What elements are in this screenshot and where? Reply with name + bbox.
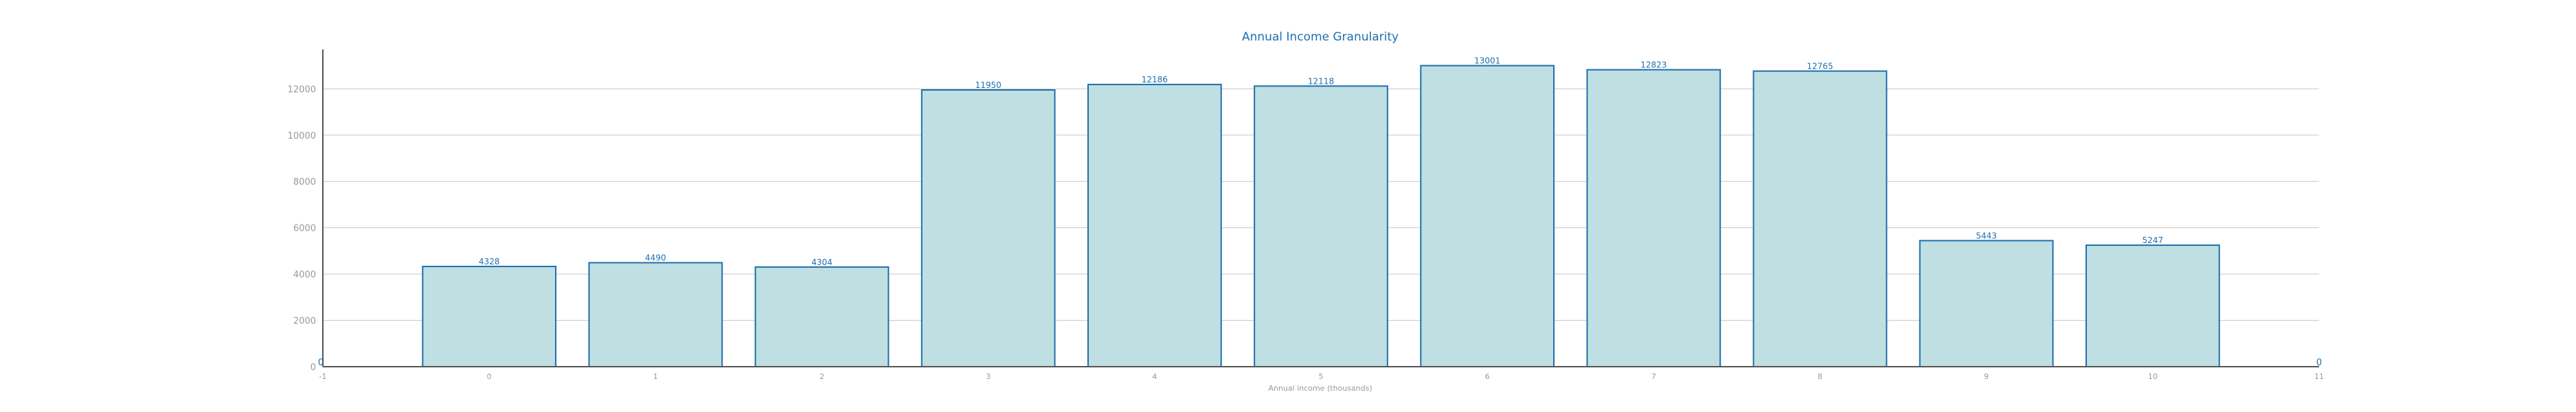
x-tick-2: 2 bbox=[820, 372, 824, 381]
bar-9 bbox=[1919, 240, 2054, 367]
x-tick-0: 0 bbox=[487, 372, 492, 381]
x-tick-9: 9 bbox=[1984, 372, 1989, 381]
y-tick-10000: 10000 bbox=[288, 131, 316, 141]
y-tick-labels: 0 2000 4000 6000 8000 10000 12000 bbox=[288, 84, 316, 373]
y-tick-12000: 12000 bbox=[288, 84, 316, 95]
data-label-5: 12118 bbox=[1308, 76, 1334, 86]
bar-4 bbox=[1087, 84, 1222, 367]
x-tick-4: 4 bbox=[1152, 372, 1157, 381]
bar-3 bbox=[920, 89, 1056, 368]
x-tick-labels: -1 0 1 2 3 4 5 6 7 8 9 10 11 bbox=[319, 372, 2324, 381]
bar-10 bbox=[2085, 244, 2220, 367]
x-tick-10: 10 bbox=[2148, 372, 2158, 381]
x-axis-label: Annual income (thousands) bbox=[1268, 384, 1372, 393]
y-tick-0: 0 bbox=[310, 363, 316, 373]
x-tick-1: 1 bbox=[653, 372, 658, 381]
bar-6 bbox=[1420, 65, 1555, 367]
data-label-9: 5443 bbox=[1976, 231, 1997, 240]
corner-label-right: 0 bbox=[2316, 358, 2322, 368]
data-label-6: 13001 bbox=[1474, 56, 1500, 66]
bar-1 bbox=[588, 262, 723, 367]
bars bbox=[422, 65, 2220, 368]
data-label-10: 5247 bbox=[2143, 236, 2164, 245]
x-tick-7: 7 bbox=[1651, 372, 1656, 381]
x-tick-3: 3 bbox=[986, 372, 991, 381]
y-tick-4000: 4000 bbox=[293, 270, 316, 280]
bar-0 bbox=[422, 266, 557, 367]
data-label-1: 4490 bbox=[645, 253, 666, 263]
data-label-0: 4328 bbox=[479, 257, 500, 266]
x-tick-8: 8 bbox=[1818, 372, 1822, 381]
y-tick-2000: 2000 bbox=[293, 317, 316, 327]
bar-7 bbox=[1586, 69, 1721, 368]
y-tick-6000: 6000 bbox=[293, 224, 316, 234]
bar-8 bbox=[1752, 70, 1888, 367]
data-label-4: 12186 bbox=[1142, 75, 1168, 84]
data-label-8: 12765 bbox=[1807, 62, 1833, 71]
corner-label-left: 0 bbox=[318, 358, 324, 368]
y-tick-8000: 8000 bbox=[293, 177, 316, 187]
bar-2 bbox=[754, 266, 890, 368]
x-tick-11: 11 bbox=[2314, 372, 2324, 381]
bar-5 bbox=[1254, 85, 1388, 368]
data-label-3: 11950 bbox=[975, 80, 1002, 90]
chart-title: Annual Income Granularity bbox=[1242, 30, 1399, 44]
data-label-7: 12823 bbox=[1640, 60, 1667, 70]
data-label-2: 4304 bbox=[811, 258, 833, 267]
data-labels: 4328 4490 4304 11950 12186 12118 13001 12823 127… bbox=[479, 56, 2163, 267]
x-tick-5: 5 bbox=[1319, 372, 1324, 381]
x-tick-6: 6 bbox=[1485, 372, 1490, 381]
axes bbox=[322, 49, 2319, 367]
x-tick--1: -1 bbox=[319, 372, 327, 381]
